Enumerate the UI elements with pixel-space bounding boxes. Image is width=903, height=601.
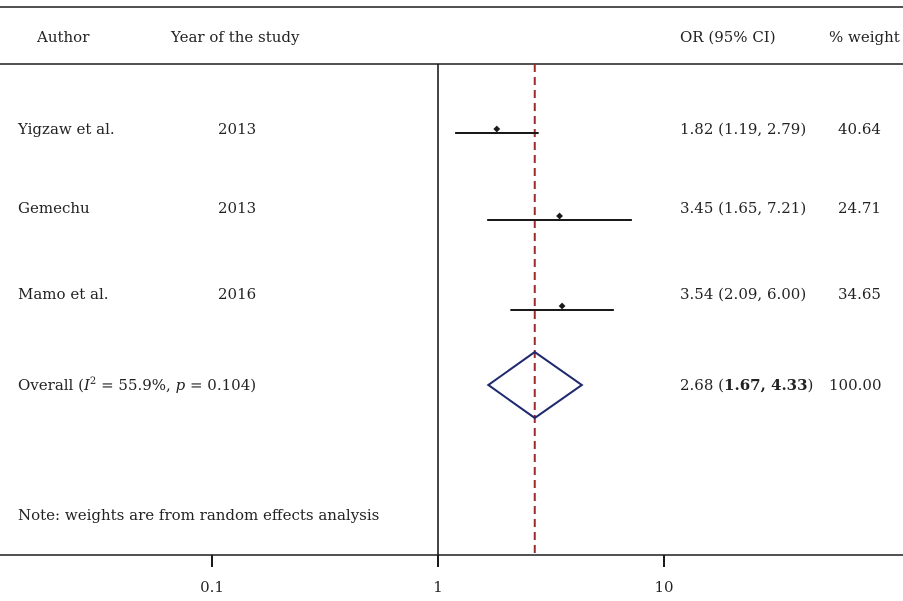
study-weight-2: 24.71 bbox=[838, 199, 881, 217]
header-or-ci: OR (95% CI) bbox=[680, 28, 776, 46]
footnote: Note: weights are from random effects an… bbox=[18, 506, 379, 524]
overall-label: Overall (I2 = 55.9%, p = 0.104) bbox=[18, 376, 256, 394]
x-axis-ticks: 0.1 1 10 bbox=[200, 555, 674, 596]
study-weight-3: 34.65 bbox=[838, 285, 881, 303]
x-tick-label-1: 0.1 bbox=[200, 578, 224, 596]
study-or-3: 3.54 (2.09, 6.00) bbox=[680, 285, 806, 303]
study-point-3 bbox=[558, 302, 566, 310]
study-author-2: Gemechu bbox=[18, 199, 90, 217]
header-author: Author bbox=[36, 28, 90, 46]
study-year-2: 2013 bbox=[218, 199, 256, 217]
x-tick-label-3: 10 bbox=[654, 578, 673, 596]
study-or-2: 3.45 (1.65, 7.21) bbox=[680, 199, 806, 217]
overall-weight: 100.00 bbox=[829, 376, 882, 394]
study-author-3: Mamo et al. bbox=[18, 285, 109, 303]
study-point-2 bbox=[556, 212, 563, 220]
study-year-1: 2013 bbox=[218, 120, 256, 138]
study-point-1 bbox=[493, 125, 501, 133]
overall-diamond bbox=[486, 350, 584, 420]
study-year-3: 2016 bbox=[218, 285, 256, 303]
study-weight-1: 40.64 bbox=[838, 120, 881, 138]
chart-marks bbox=[455, 64, 632, 555]
x-tick-label-2: 1 bbox=[433, 578, 443, 596]
study-author-1: Yigzaw et al. bbox=[17, 120, 115, 138]
header-weight: % weight bbox=[829, 28, 900, 46]
header-year: Year of the study bbox=[170, 28, 300, 46]
study-or-1: 1.82 (1.19, 2.79) bbox=[680, 120, 806, 138]
overall-or: 2.68 (1.67, 4.33) bbox=[680, 376, 813, 394]
